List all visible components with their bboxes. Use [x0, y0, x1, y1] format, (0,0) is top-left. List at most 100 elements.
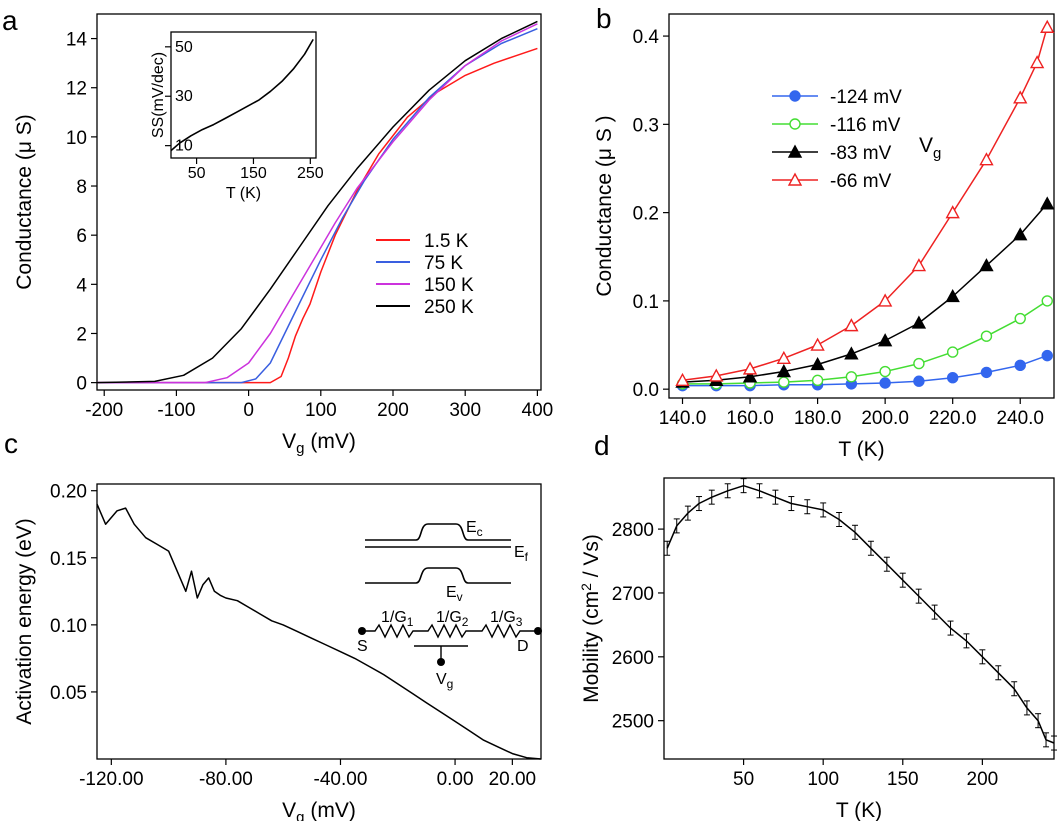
ec-label: E [466, 519, 477, 536]
data-point [913, 375, 925, 387]
y-tick-label: 0.2 [633, 204, 659, 225]
y-tick-label: 2600 [612, 648, 654, 669]
data-point [945, 289, 960, 303]
y-tick-label: 2700 [612, 584, 654, 605]
data-point [709, 368, 724, 382]
y-tick-label: 0.0 [633, 380, 659, 401]
resistor-chain [362, 623, 538, 639]
series-line [97, 23, 538, 384]
source-label: S [357, 638, 368, 655]
y-tick-label: 0.20 [50, 482, 87, 503]
vg-sub: g [447, 677, 454, 691]
panel-a-chart: -200 -100 0 100 200 300 400 0 2 4 6 8 10 12 14 Vg (mV) C… [13, 13, 554, 457]
panel-c-chart: -120.00 -80.00 -40.00 0.00 20.00 0.05 0.10 0.15… [13, 482, 542, 821]
y-axis-label: Conductance (μ S ) [593, 115, 616, 296]
series-line [170, 38, 314, 152]
y-tick-label: 14 [66, 30, 88, 51]
y-axis-label-text: Mobility (cm [580, 591, 603, 703]
plot-frame [96, 13, 542, 391]
data-point [879, 365, 891, 378]
x-axis-label: Vg (mV) [282, 430, 356, 457]
data-point [787, 144, 803, 158]
x-tick-label: 220.0 [929, 408, 977, 429]
data-point [946, 346, 959, 358]
y-tick-label: 50 [175, 39, 193, 56]
y-axis-label: SS(mV/dec) [150, 52, 167, 138]
ev-label: E [446, 584, 457, 601]
g1-sub: 1 [407, 615, 414, 629]
g3-label: 1/G [490, 609, 516, 626]
y-axis-label-text: Conductance (μ S ) [593, 115, 616, 296]
g2-label: 1/G [436, 609, 462, 626]
svg-text:1/G1: 1/G1 [381, 609, 414, 629]
legend-title-text: V [919, 134, 933, 157]
x-tick-label: 400 [522, 400, 554, 421]
x-tick-label: 50 [188, 165, 206, 182]
panel-d-chart: 50 100 150 200 2500 2600 2700 2800 T (K) Mobility… [578, 477, 1057, 821]
x-tick-label: 200.0 [861, 408, 909, 429]
x-tick-label: -100 [157, 400, 195, 421]
y-tick-label: 0.15 [50, 549, 87, 570]
svg-text:1/G3: 1/G3 [490, 609, 523, 629]
x-tick-label: 300 [449, 400, 481, 421]
data-point [742, 369, 758, 383]
data-point [911, 315, 927, 329]
data-point [789, 90, 801, 102]
y-tick-label: 0.1 [633, 292, 659, 313]
data-point [742, 361, 758, 375]
y-tick-label: 0.3 [633, 115, 659, 136]
data-point [979, 258, 994, 272]
band-diagram-inset: Ec Ef Ev 1/G1 1/G2 1/G3 S D Vg [357, 519, 542, 691]
panel-label-d: d [594, 430, 610, 461]
y-axis-label-sup: 2 [578, 583, 594, 591]
x-tick-label: 20.00 [489, 769, 537, 790]
data-point [945, 205, 960, 219]
plot-frame [663, 477, 1055, 760]
y-axis-label-text: Activation energy (eV) [13, 518, 36, 725]
legend-title-sub: g [933, 145, 941, 162]
inset-background [171, 32, 316, 158]
x-axis-label-sub: g [296, 809, 304, 821]
panel-label-b: b [596, 3, 612, 34]
y-axis-label: Mobility (cm2 / Vs) [578, 534, 603, 703]
x-axis-label-unit: (mV) [305, 799, 356, 821]
plot-frame [96, 483, 542, 760]
g1-label: 1/G [381, 609, 407, 626]
legend-label: 150 K [424, 275, 474, 296]
data-point [789, 118, 801, 130]
y-tick-label: 10 [175, 138, 193, 155]
x-axis-label: T (K) [836, 799, 882, 821]
y-axis-label-text: Conductance (μ S) [13, 114, 36, 290]
x-tick-label: 240.0 [996, 408, 1044, 429]
x-tick-label: -120.00 [79, 769, 143, 790]
data-point [845, 371, 858, 383]
panel-label-c: c [4, 428, 18, 459]
drain-label: D [517, 638, 529, 655]
x-tick-label: 50 [733, 769, 754, 790]
data-point [877, 333, 893, 347]
data-point [979, 152, 994, 166]
x-tick-label: 140.0 [659, 408, 707, 429]
data-point [811, 374, 824, 387]
legend-title: Vg [919, 134, 941, 162]
x-tick-label: 180.0 [794, 408, 842, 429]
x-axis-label-sub: g [296, 440, 304, 457]
legend-label: -83 mV [830, 143, 892, 164]
y-axis-label-unit: / Vs) [580, 534, 603, 583]
legend-label: -116 mV [830, 115, 901, 136]
series-line [97, 47, 538, 384]
data-point [980, 366, 993, 379]
panel-b-chart: 140.0 160.0 180.0 200.0 220.0 240.0 0.0 0.1 0.2 0… [593, 13, 1055, 461]
gate-terminal [437, 658, 445, 666]
valence-band-line [365, 567, 511, 584]
x-axis-label-unit: (mV) [305, 430, 356, 453]
x-tick-label: 150 [887, 769, 919, 790]
legend-label: 1.5 K [424, 231, 469, 252]
x-axis-label-text: T (K) [226, 185, 261, 202]
series-line [666, 484, 1055, 744]
data-point [1029, 55, 1045, 69]
data-point [946, 371, 959, 384]
x-tick-label: 200 [377, 400, 409, 421]
g2-sub: 2 [462, 615, 469, 629]
data-point [810, 337, 825, 351]
